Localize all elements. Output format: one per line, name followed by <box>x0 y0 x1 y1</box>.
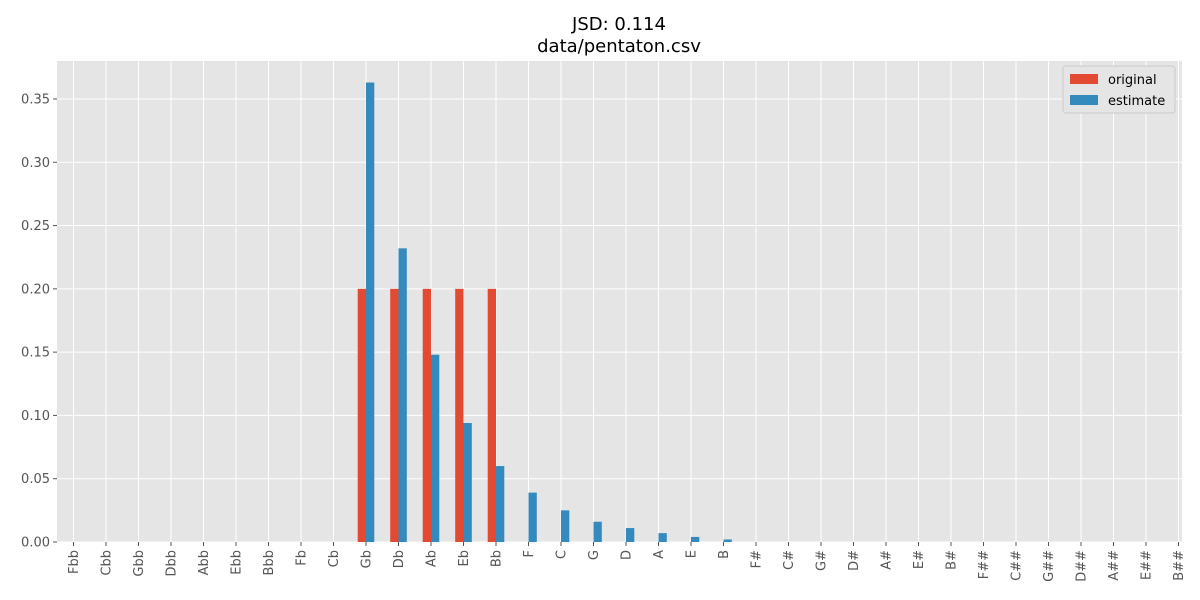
x-tick-label: Eb <box>457 550 472 566</box>
x-tick-label: A# <box>880 550 895 570</box>
bar-estimate-G <box>593 521 602 542</box>
x-tick-label: G# <box>815 550 830 571</box>
legend-swatch-original <box>1070 74 1098 84</box>
y-tick-label: 0.20 <box>21 282 50 297</box>
x-tick-label: Cbb <box>100 550 115 576</box>
x-tick-label: B <box>717 550 732 559</box>
bar-estimate-Bb <box>496 466 505 542</box>
bar-original-Db <box>390 288 399 542</box>
y-tick-label: 0.00 <box>21 536 50 551</box>
legend-label-original: original <box>1108 73 1157 88</box>
x-axis-ticks: Fbb Cbb Gbb Dbb Abb Ebb Bbb Fb Cb Gb Db Ab Eb Bb F C G D A… <box>67 542 1187 582</box>
y-tick-label: 0.30 <box>21 156 50 171</box>
legend: original estimate <box>1062 65 1176 114</box>
bar-estimate-Db <box>398 248 407 542</box>
bar-estimate-C <box>561 510 570 542</box>
bar-estimate-Gb <box>366 82 375 542</box>
x-tick-label: Gbb <box>132 550 147 577</box>
x-tick-label: D# <box>847 550 862 571</box>
x-tick-label: Fbb <box>67 550 82 574</box>
bar-original-Ab <box>422 288 431 542</box>
x-tick-label: Bbb <box>262 550 277 575</box>
x-tick-label: Gb <box>360 550 375 568</box>
bar-estimate-B <box>723 539 732 542</box>
x-tick-label: E <box>685 550 700 558</box>
x-tick-label: Ab <box>425 550 440 567</box>
bar-estimate-Ab <box>431 354 440 542</box>
chart-title: JSD: 0.114 <box>571 14 666 35</box>
bar-original-Gb <box>357 288 366 542</box>
x-tick-label: Cb <box>327 550 342 567</box>
x-tick-label: Bb <box>490 550 505 567</box>
y-tick-label: 0.35 <box>21 92 50 107</box>
y-tick-label: 0.10 <box>21 409 50 424</box>
x-tick-label: D <box>620 550 635 560</box>
x-tick-label: C## <box>1010 550 1025 581</box>
y-axis-ticks: 0.00 0.05 0.10 0.15 0.20 0.25 0.30 0.35 <box>21 92 57 551</box>
x-tick-label: Db <box>392 550 407 568</box>
x-tick-label: C# <box>782 550 797 570</box>
x-tick-label: F## <box>977 550 992 579</box>
bar-estimate-E <box>691 536 700 542</box>
bar-estimate-A <box>658 533 667 542</box>
bar-estimate-Eb <box>463 423 472 542</box>
x-tick-label: Ebb <box>230 550 245 575</box>
legend-label-estimate: estimate <box>1108 94 1165 109</box>
x-tick-label: A## <box>1107 550 1122 581</box>
chart-subtitle: data/pentaton.csv <box>537 36 701 57</box>
x-tick-label: Fb <box>295 550 310 566</box>
bar-original-Eb <box>455 288 464 542</box>
x-tick-label: C <box>555 550 570 559</box>
plot-background <box>57 61 1182 542</box>
x-tick-label: F# <box>750 550 765 568</box>
legend-swatch-estimate <box>1070 95 1098 105</box>
bar-original-Bb <box>487 288 496 542</box>
x-tick-label: E# <box>912 550 927 569</box>
bars <box>357 82 732 542</box>
x-tick-label: B# <box>945 550 960 570</box>
x-tick-label: G## <box>1042 550 1057 582</box>
x-tick-label: B## <box>1172 550 1187 581</box>
bar-estimate-D <box>626 528 635 542</box>
x-tick-label: E## <box>1140 550 1155 580</box>
x-tick-label: A <box>652 550 667 559</box>
x-tick-label: Dbb <box>165 550 180 577</box>
y-tick-label: 0.15 <box>21 346 50 361</box>
x-tick-label: D## <box>1075 550 1090 582</box>
bar-estimate-F <box>528 492 537 542</box>
y-tick-label: 0.05 <box>21 472 50 487</box>
y-tick-label: 0.25 <box>21 219 50 234</box>
x-tick-label: Abb <box>197 550 212 575</box>
x-tick-label: F <box>522 550 537 557</box>
x-tick-label: G <box>587 550 602 560</box>
